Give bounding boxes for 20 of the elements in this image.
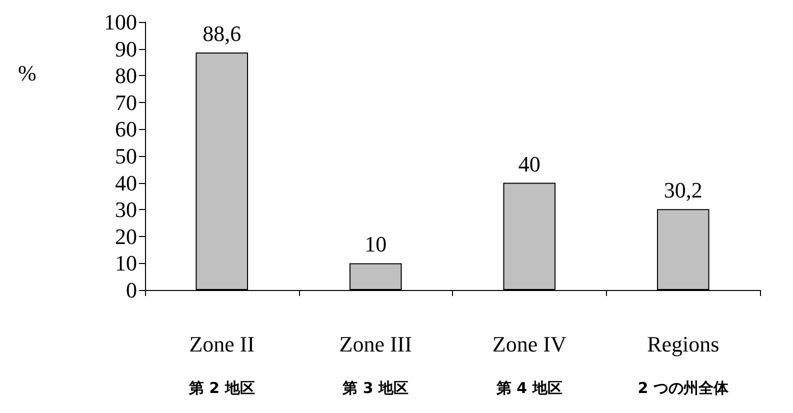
y-tick-label: 0 bbox=[126, 278, 137, 302]
y-tick-label: 60 bbox=[115, 116, 137, 142]
y-tick-label: 10 bbox=[115, 250, 137, 276]
x-tick-label: Zone III 第 3 地区 bbox=[339, 332, 412, 397]
data-label: 40 bbox=[518, 151, 540, 176]
y-tick-label: 30 bbox=[115, 197, 137, 222]
y-axis-title: % bbox=[18, 60, 36, 86]
x-tick-label: Regions 2 つの州全体 bbox=[638, 332, 730, 397]
data-label: 30,2 bbox=[664, 178, 702, 203]
data-label: 88,6 bbox=[202, 21, 242, 46]
y-tick-label: 40 bbox=[115, 170, 137, 196]
y-tick-label: 90 bbox=[115, 36, 137, 62]
data-label: 10 bbox=[364, 232, 387, 257]
y-tick-label: 70 bbox=[115, 90, 137, 115]
y-tick-label: 50 bbox=[115, 144, 137, 168]
x-tick-label: Zone II 第 2 地区 bbox=[188, 332, 255, 397]
y-tick-label: 80 bbox=[115, 63, 137, 88]
y-tick-label: 100 bbox=[104, 10, 137, 34]
y-tick-label: 20 bbox=[115, 224, 137, 249]
x-tick-label: Zone IV 第 4 地区 bbox=[492, 332, 566, 397]
